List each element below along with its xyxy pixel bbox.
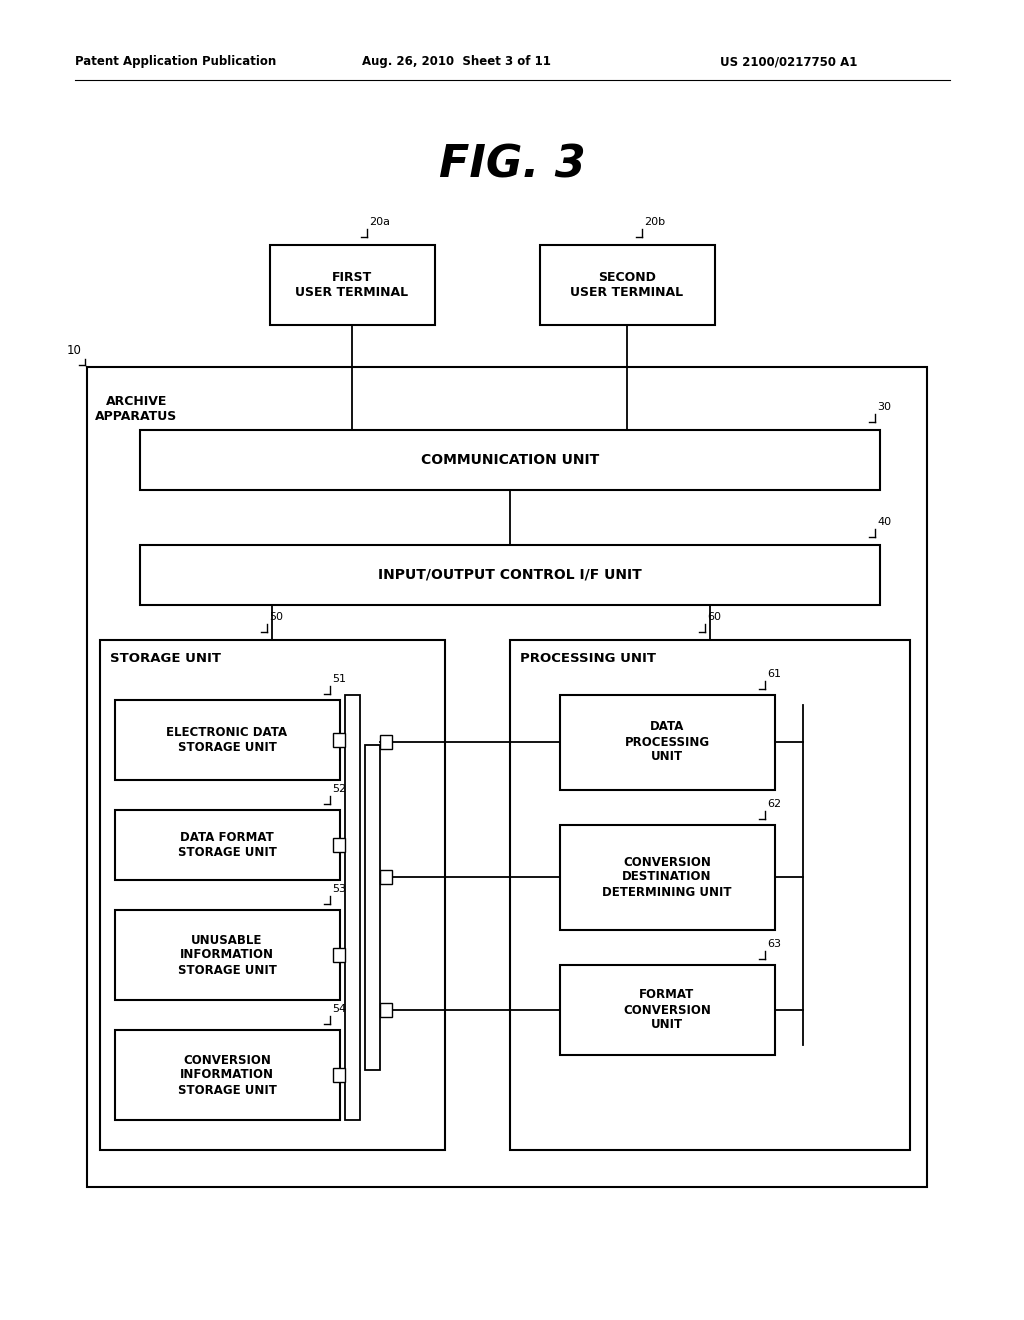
Bar	[140, 545, 880, 605]
Text: 60: 60	[707, 612, 721, 622]
Text: 10: 10	[68, 345, 82, 356]
Bar	[115, 1030, 340, 1119]
Text: 50: 50	[269, 612, 283, 622]
Bar	[380, 735, 392, 748]
Text: Patent Application Publication: Patent Application Publication	[75, 55, 276, 69]
Bar	[560, 965, 775, 1055]
Text: 53: 53	[332, 884, 346, 894]
Text: 63: 63	[767, 939, 781, 949]
Bar	[380, 1003, 392, 1016]
Text: 61: 61	[767, 669, 781, 678]
Text: SECOND
USER TERMINAL: SECOND USER TERMINAL	[570, 271, 684, 300]
Bar	[100, 640, 445, 1150]
Bar	[333, 838, 345, 851]
Text: ARCHIVE
APPARATUS: ARCHIVE APPARATUS	[95, 395, 177, 422]
Text: 40: 40	[877, 517, 891, 527]
Bar	[333, 733, 345, 747]
Text: 52: 52	[332, 784, 346, 795]
Text: Aug. 26, 2010  Sheet 3 of 11: Aug. 26, 2010 Sheet 3 of 11	[362, 55, 551, 69]
Bar	[560, 825, 775, 931]
Bar	[380, 870, 392, 884]
Text: 51: 51	[332, 675, 346, 684]
Bar	[270, 246, 435, 325]
Text: CONVERSION
DESTINATION
DETERMINING UNIT: CONVERSION DESTINATION DETERMINING UNIT	[602, 855, 732, 899]
Text: 30: 30	[877, 403, 891, 412]
Text: CONVERSION
INFORMATION
STORAGE UNIT: CONVERSION INFORMATION STORAGE UNIT	[177, 1053, 276, 1097]
Bar	[365, 744, 380, 1071]
Text: STORAGE UNIT: STORAGE UNIT	[110, 652, 221, 664]
Text: US 2100/0217750 A1: US 2100/0217750 A1	[720, 55, 857, 69]
Text: FIRST
USER TERMINAL: FIRST USER TERMINAL	[296, 271, 409, 300]
Text: 20b: 20b	[644, 216, 666, 227]
Text: 20a: 20a	[369, 216, 390, 227]
Text: FIG. 3: FIG. 3	[438, 144, 586, 186]
Text: PROCESSING UNIT: PROCESSING UNIT	[520, 652, 656, 664]
Text: COMMUNICATION UNIT: COMMUNICATION UNIT	[421, 453, 599, 467]
Text: 54: 54	[332, 1005, 346, 1014]
Bar	[540, 246, 715, 325]
Bar	[140, 430, 880, 490]
Text: DATA FORMAT
STORAGE UNIT: DATA FORMAT STORAGE UNIT	[177, 832, 276, 859]
Text: UNUSABLE
INFORMATION
STORAGE UNIT: UNUSABLE INFORMATION STORAGE UNIT	[177, 933, 276, 977]
Text: INPUT/OUTPUT CONTROL I/F UNIT: INPUT/OUTPUT CONTROL I/F UNIT	[378, 568, 642, 582]
Bar	[560, 696, 775, 789]
Bar	[333, 1068, 345, 1082]
Bar	[115, 700, 340, 780]
Bar	[87, 367, 927, 1187]
Text: DATA
PROCESSING
UNIT: DATA PROCESSING UNIT	[625, 721, 710, 763]
Text: 62: 62	[767, 799, 781, 809]
Bar	[510, 640, 910, 1150]
Bar	[333, 948, 345, 962]
Bar	[345, 696, 360, 1119]
Text: ELECTRONIC DATA
STORAGE UNIT: ELECTRONIC DATA STORAGE UNIT	[167, 726, 288, 754]
Bar	[115, 909, 340, 1001]
Text: FORMAT
CONVERSION
UNIT: FORMAT CONVERSION UNIT	[623, 989, 711, 1031]
Bar	[115, 810, 340, 880]
